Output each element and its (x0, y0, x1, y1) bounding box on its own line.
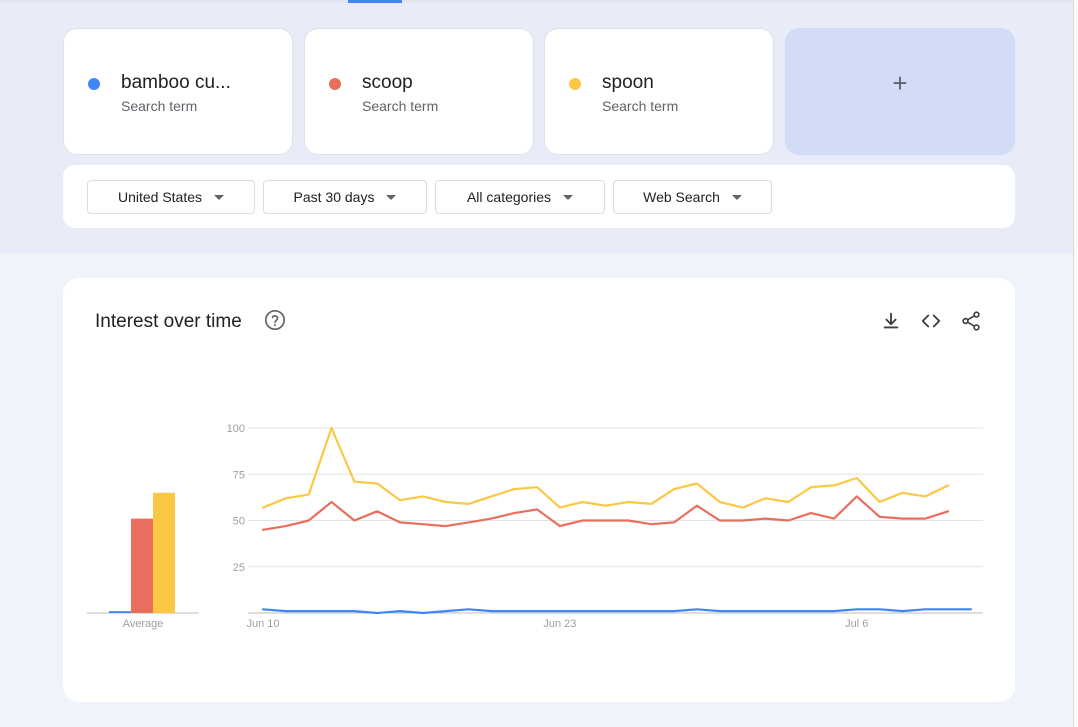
average-bar-3 (153, 492, 175, 613)
series-line-2 (261, 495, 950, 531)
caret-down-icon (563, 194, 574, 200)
caret-down-icon (386, 194, 397, 200)
add-comparison-button[interactable]: + (785, 28, 1015, 155)
region-label: United States (117, 189, 203, 205)
share-icon[interactable] (960, 310, 982, 332)
caret-down-icon (731, 194, 742, 200)
term-subtitle: Search term (121, 98, 198, 114)
category-dropdown[interactable]: All categories (435, 180, 605, 214)
x-tick-label: Jun 23 (543, 618, 576, 630)
category-label: All categories (466, 189, 552, 205)
term-subtitle: Search term (602, 98, 679, 114)
y-tick-label: 50 (233, 516, 245, 528)
term-name: scoop (362, 72, 413, 93)
add-icon: + (892, 68, 908, 98)
interest-over-time-card: Interest over time 25 50 75 100 Jun 10 Jun 23… (63, 278, 1015, 702)
term-subtitle: Search term (362, 98, 439, 114)
download-icon[interactable] (880, 310, 902, 332)
term-name: spoon (602, 72, 654, 93)
time-range-dropdown[interactable]: Past 30 days (263, 180, 427, 214)
term-card-2[interactable]: scoop Search term (304, 28, 534, 155)
average-bar-2 (131, 518, 153, 613)
embed-code-icon[interactable] (920, 310, 942, 332)
series-line-3 (261, 426, 950, 509)
time-range-label: Past 30 days (293, 189, 375, 205)
x-tick-label: Jul 6 (845, 618, 868, 630)
y-tick-label: 75 (233, 469, 245, 481)
term-name: bamboo cu... (121, 72, 231, 93)
scrollbar[interactable] (1073, 0, 1078, 727)
series-line-1 (261, 608, 973, 615)
y-tick-label: 25 (233, 562, 245, 574)
top-border (0, 0, 1078, 3)
average-label: Average (123, 618, 164, 630)
term-card-3[interactable]: spoon Search term (544, 28, 774, 155)
average-bar-1 (109, 611, 131, 613)
chart-title: Interest over time (95, 311, 242, 332)
help-icon[interactable] (264, 309, 286, 331)
term-color-dot (329, 78, 341, 90)
search-type-dropdown[interactable]: Web Search (613, 180, 772, 214)
filter-bar: United States Past 30 days All categorie… (63, 165, 1015, 228)
term-color-dot (569, 78, 581, 90)
interest-chart: 25 50 75 100 Jun 10 Jun 23 Jul 6 Average (87, 423, 983, 630)
active-tab-indicator (348, 0, 402, 3)
term-color-dot (88, 78, 100, 90)
x-tick-label: Jun 10 (246, 618, 279, 630)
region-dropdown[interactable]: United States (87, 180, 255, 214)
search-type-label: Web Search (643, 189, 720, 205)
term-card-1[interactable]: bamboo cu... Search term (63, 28, 293, 155)
y-tick-label: 100 (227, 423, 245, 435)
caret-down-icon (214, 194, 225, 200)
